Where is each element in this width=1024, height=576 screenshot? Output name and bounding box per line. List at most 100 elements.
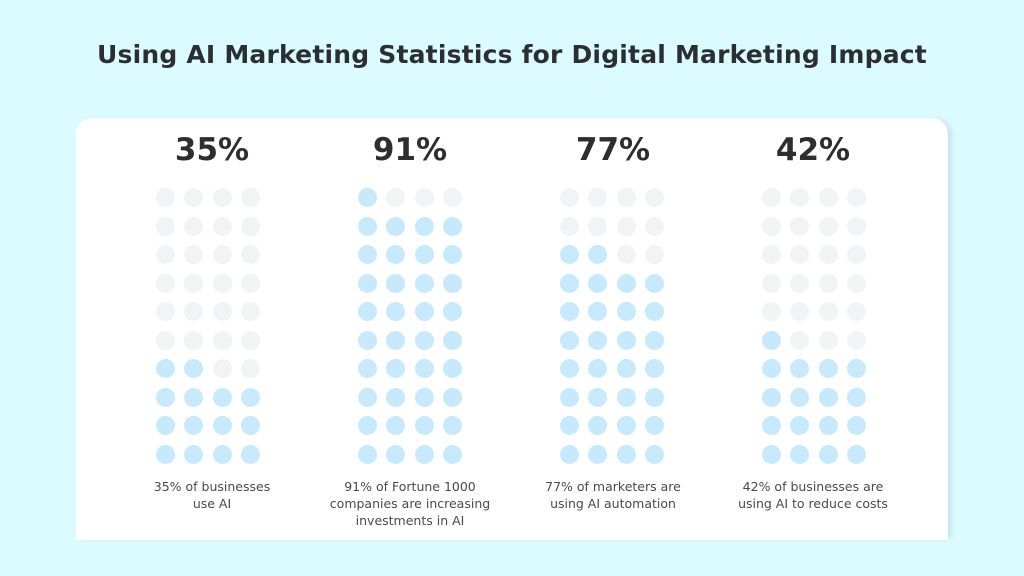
filled-dot-icon [846, 416, 866, 435]
empty-dot-icon [790, 273, 810, 293]
filled-dot-icon [386, 359, 406, 378]
filled-dot-icon [616, 359, 636, 378]
empty-dot-icon [156, 302, 175, 321]
empty-dot-icon [156, 273, 175, 293]
empty-dot-icon [644, 216, 664, 236]
empty-dot-icon [156, 245, 175, 264]
filled-dot-icon [616, 416, 636, 435]
filled-dot-icon [184, 359, 204, 378]
filled-dot-icon [386, 444, 406, 464]
empty-dot-icon [588, 216, 608, 236]
filled-dot-icon [386, 302, 406, 321]
empty-dot-icon [846, 273, 866, 293]
empty-dot-icon [240, 216, 260, 236]
empty-dot-icon [790, 188, 810, 207]
empty-dot-icon [818, 188, 838, 207]
filled-dot-icon [644, 273, 664, 293]
empty-dot-icon [790, 216, 810, 236]
empty-dot-icon [240, 188, 260, 207]
empty-dot-icon [846, 245, 866, 264]
filled-dot-icon [790, 359, 810, 378]
filled-dot-icon [560, 245, 579, 264]
filled-dot-icon [358, 245, 377, 264]
empty-dot-icon [616, 216, 636, 236]
filled-dot-icon [762, 444, 781, 464]
filled-dot-icon [358, 416, 377, 435]
filled-dot-icon [644, 330, 664, 350]
filled-dot-icon [560, 302, 579, 321]
empty-dot-icon [386, 188, 406, 207]
empty-dot-icon [184, 273, 204, 293]
empty-dot-icon [184, 330, 204, 350]
filled-dot-icon [846, 444, 866, 464]
filled-dot-icon [560, 330, 579, 350]
filled-dot-icon [762, 359, 781, 378]
filled-dot-icon [818, 444, 838, 464]
empty-dot-icon [818, 302, 838, 321]
dot-grid [762, 188, 866, 464]
filled-dot-icon [442, 444, 462, 464]
filled-dot-icon [560, 416, 579, 435]
empty-dot-icon [212, 302, 232, 321]
filled-dot-icon [588, 302, 608, 321]
filled-dot-icon [560, 444, 579, 464]
empty-dot-icon [240, 330, 260, 350]
stat-column: 35% 35% of businesses use AI [112, 118, 312, 540]
filled-dot-icon [616, 273, 636, 293]
filled-dot-icon [386, 273, 406, 293]
filled-dot-icon [818, 416, 838, 435]
filled-dot-icon [588, 330, 608, 350]
empty-dot-icon [156, 216, 175, 236]
stat-value: 77% [575, 132, 651, 168]
empty-dot-icon [212, 359, 232, 378]
dot-grid [156, 188, 260, 464]
filled-dot-icon [846, 359, 866, 378]
empty-dot-icon [212, 245, 232, 264]
empty-dot-icon [156, 330, 175, 350]
filled-dot-icon [762, 416, 781, 435]
empty-dot-icon [762, 273, 781, 293]
filled-dot-icon [790, 387, 810, 407]
filled-dot-icon [414, 273, 434, 293]
filled-dot-icon [414, 330, 434, 350]
filled-dot-icon [386, 216, 406, 236]
stat-caption: 77% of marketers are using AI automation [545, 479, 681, 511]
empty-dot-icon [762, 302, 781, 321]
empty-dot-icon [184, 245, 204, 264]
filled-dot-icon [156, 359, 175, 378]
filled-dot-icon [414, 216, 434, 236]
filled-dot-icon [156, 416, 175, 435]
empty-dot-icon [762, 216, 781, 236]
filled-dot-icon [560, 387, 579, 407]
stat-caption: 42% of businesses are using AI to reduce… [738, 479, 888, 511]
stat-value: 42% [775, 132, 851, 168]
filled-dot-icon [358, 444, 377, 464]
stat-column: 77% 77% of marketers are using AI automa… [513, 118, 713, 540]
filled-dot-icon [818, 359, 838, 378]
filled-dot-icon [414, 387, 434, 407]
filled-dot-icon [560, 359, 579, 378]
filled-dot-icon [790, 416, 810, 435]
stat-value: 35% [174, 132, 250, 168]
dot-grid [560, 188, 664, 464]
filled-dot-icon [358, 188, 377, 207]
filled-dot-icon [184, 416, 204, 435]
filled-dot-icon [386, 330, 406, 350]
filled-dot-icon [442, 387, 462, 407]
filled-dot-icon [442, 216, 462, 236]
empty-dot-icon [240, 302, 260, 321]
empty-dot-icon [790, 245, 810, 264]
stats-card: 35% 35% of businesses use AI 91% 91% of … [76, 118, 948, 540]
filled-dot-icon [358, 387, 377, 407]
filled-dot-icon [616, 444, 636, 464]
filled-dot-icon [442, 416, 462, 435]
filled-dot-icon [442, 273, 462, 293]
empty-dot-icon [818, 330, 838, 350]
empty-dot-icon [818, 216, 838, 236]
filled-dot-icon [442, 359, 462, 378]
filled-dot-icon [414, 245, 434, 264]
empty-dot-icon [762, 188, 781, 207]
filled-dot-icon [156, 444, 175, 464]
filled-dot-icon [560, 273, 579, 293]
filled-dot-icon [616, 387, 636, 407]
